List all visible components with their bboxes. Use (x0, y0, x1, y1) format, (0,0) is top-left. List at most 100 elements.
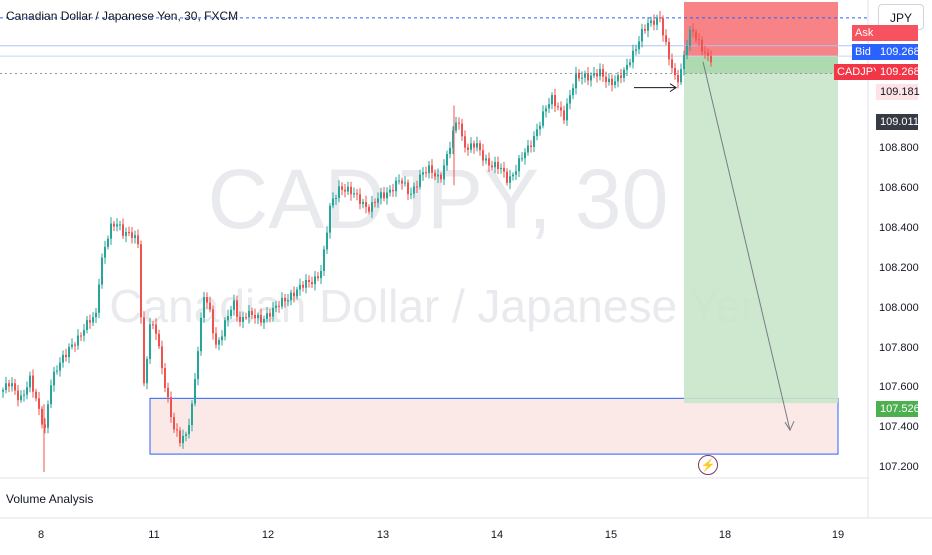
candle-body (476, 143, 478, 148)
candle-body (560, 107, 562, 111)
candle-body (578, 72, 580, 79)
candle-body (320, 271, 322, 279)
candle-body (131, 232, 133, 238)
candle-body (704, 51, 706, 53)
candle-body (389, 189, 391, 193)
candle-body (710, 55, 712, 63)
candle-body (524, 152, 526, 159)
candle-body (77, 335, 79, 346)
ask-tag: Ask (852, 25, 876, 41)
candle-body (239, 316, 241, 322)
candle-body (605, 76, 607, 83)
candle-body (146, 358, 148, 384)
dark-price-value: 109.011 (880, 116, 919, 128)
candle-body (95, 312, 97, 318)
candle-body (185, 434, 187, 436)
candle-body (116, 224, 118, 227)
candle-body (467, 147, 469, 150)
candle-body (200, 317, 202, 352)
last-value: 109.268 (880, 66, 920, 78)
candle-body (701, 39, 703, 52)
candle-body (563, 110, 565, 121)
candle-body (296, 289, 298, 297)
candle-body (512, 174, 514, 177)
candle-body (287, 300, 289, 302)
candle-body (611, 78, 613, 85)
symbol-title[interactable]: Canadian Dollar / Japanese Yen, 30, FXCM (6, 9, 239, 23)
candle-body (275, 305, 277, 308)
candle-body (383, 192, 385, 199)
candle-body (647, 22, 649, 31)
bid-value: 109.268 (880, 46, 920, 58)
candle-body (74, 344, 76, 346)
candle-body (47, 404, 49, 428)
price-tick-label: 108.200 (879, 261, 919, 274)
candle-body (377, 198, 379, 203)
candle-body (152, 324, 154, 326)
candle-body (329, 205, 331, 233)
candle-body (89, 320, 91, 323)
price-tick-label: 107.600 (879, 381, 919, 394)
candle-body (572, 88, 574, 96)
candle-body (254, 314, 256, 319)
candle-body (194, 379, 196, 404)
candle-body (167, 387, 169, 398)
candle-body (632, 50, 634, 63)
candle-body (371, 202, 373, 212)
candle-body (218, 340, 220, 345)
candle-body (686, 45, 688, 55)
time-tick-label: 8 (37, 529, 45, 541)
candle-body (584, 73, 586, 78)
candle-body (446, 153, 448, 166)
candle-body (149, 324, 151, 359)
candle-body (485, 158, 487, 161)
candle-body (98, 284, 100, 313)
candle-body (569, 95, 571, 104)
symbol-label: CADJPY (837, 66, 881, 78)
volume-analysis-label[interactable]: Volume Analysis (6, 492, 94, 506)
candle-body (212, 309, 214, 334)
projection-arrow-line (702, 61, 791, 431)
lightning-icon[interactable]: ⚡ (698, 455, 718, 475)
candle-body (455, 122, 457, 131)
candle-body (269, 313, 271, 317)
candle-body (395, 180, 397, 192)
candle-body (653, 20, 655, 25)
candle-body (539, 125, 541, 130)
candle-body (161, 346, 163, 369)
candle-body (59, 362, 61, 371)
candle-body (680, 69, 682, 83)
candle-body (365, 202, 367, 207)
candle-body (431, 165, 433, 173)
watermark: CADJPY, 30 Canadian Dollar / Japanese Yen (109, 152, 766, 332)
candle-body (677, 75, 679, 83)
candle-body (566, 103, 568, 121)
candle-body (179, 430, 181, 444)
candle-body (293, 292, 295, 297)
candle-body (86, 320, 88, 330)
demand-zone (149, 397, 839, 455)
price-tick-label: 108.000 (879, 301, 919, 314)
candle-body (317, 276, 319, 279)
candle-body (494, 161, 496, 168)
candle-body (209, 302, 211, 310)
pink-price-value: 109.181 (880, 86, 920, 98)
candle-body (380, 192, 382, 199)
candle-body (488, 158, 490, 166)
candle-body (503, 167, 505, 172)
candle-body (461, 123, 463, 137)
candle-body (308, 279, 310, 283)
candle-body (5, 383, 7, 390)
ask-label: Ask (855, 27, 874, 39)
watermark-description: Canadian Dollar / Japanese Yen (109, 280, 766, 332)
candle-body (527, 145, 529, 153)
candle-body (224, 320, 226, 337)
candle-body (629, 62, 631, 65)
candle-body (68, 346, 70, 358)
candle-body (596, 73, 598, 77)
candle-body (338, 186, 340, 198)
candle-body (497, 161, 499, 169)
candle-body (257, 314, 259, 319)
